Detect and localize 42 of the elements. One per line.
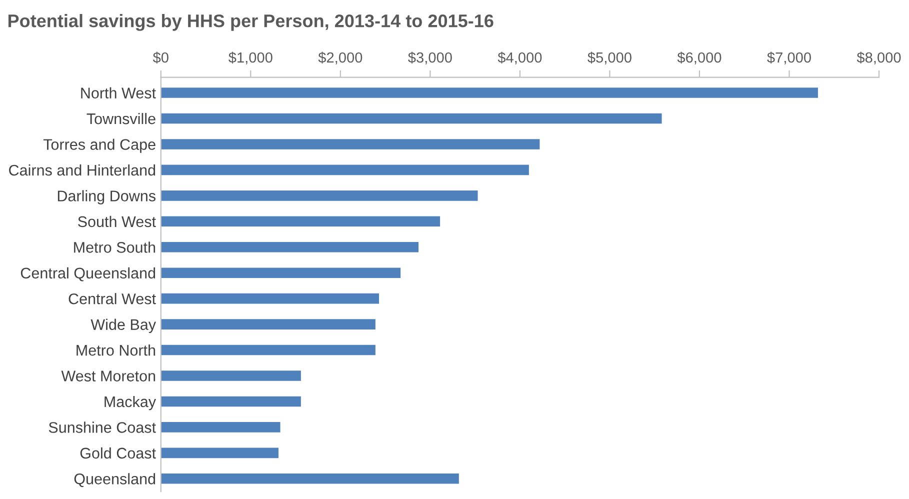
y-tick-label: Central Queensland: [20, 267, 156, 282]
bar: [160, 268, 401, 278]
bar: [160, 139, 540, 150]
bar: [160, 88, 818, 98]
bar: [160, 319, 376, 330]
bar: [160, 448, 278, 458]
bar: [160, 422, 280, 432]
x-tick-label: $2,000: [318, 52, 362, 64]
x-tick-label: $4,000: [498, 52, 542, 64]
y-tick-label: Townsville: [86, 112, 156, 124]
x-tick-label: $5,000: [588, 52, 632, 64]
y-tick-label: Wide Bay: [90, 318, 156, 334]
bar: [160, 164, 529, 176]
x-tick-label: $8,000: [856, 52, 901, 64]
y-tick-label: West Moreton: [61, 370, 156, 382]
x-tick-label: $0: [152, 52, 168, 64]
x-tick-label: $1,000: [228, 52, 272, 64]
y-tick-label: Metro North: [76, 344, 156, 356]
bar: [160, 293, 380, 304]
y-tick-label: North West: [81, 87, 156, 98]
y-tick-label: Mackay: [104, 396, 156, 410]
y-tick-label: Torres and Cape: [43, 138, 156, 153]
bar: [160, 113, 662, 124]
bar: [160, 474, 459, 484]
bar: [160, 242, 419, 252]
y-tick-label: Gold Coast: [80, 447, 156, 459]
x-tick-label: $3,000: [408, 52, 452, 64]
bar: [160, 216, 440, 227]
y-tick-label: Central West: [68, 293, 156, 304]
y-tick-label: Darling Downs: [58, 190, 156, 204]
bar: [160, 190, 478, 201]
x-tick-label: $7,000: [767, 52, 811, 64]
y-tick-label: Sunshine Coast: [48, 422, 156, 433]
x-tick-label: $6,000: [677, 52, 722, 64]
bar: [160, 344, 376, 356]
y-tick-label: Metro South: [74, 242, 156, 253]
y-tick-label: Queensland: [74, 473, 156, 488]
y-tick-label: South West: [78, 216, 156, 228]
chart-title: Potential savings by HHS per Person, 2013-14 to 2015-16: [8, 14, 494, 31]
bar: [160, 396, 301, 407]
bar: [160, 370, 301, 381]
y-tick-label: Cairns and Hinterland: [9, 164, 156, 176]
